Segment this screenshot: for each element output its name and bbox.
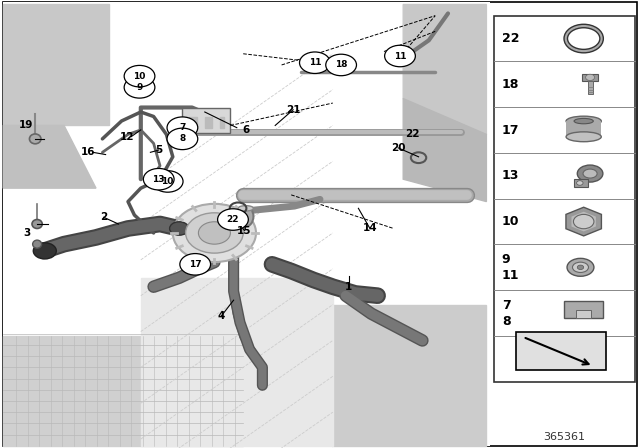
Circle shape	[573, 215, 594, 229]
Text: 7: 7	[179, 123, 186, 132]
Ellipse shape	[567, 258, 594, 276]
Text: 22: 22	[502, 32, 519, 45]
Ellipse shape	[566, 132, 602, 142]
Polygon shape	[333, 305, 486, 446]
Bar	[189, 117, 197, 128]
Ellipse shape	[566, 116, 602, 126]
Text: 5: 5	[155, 145, 163, 155]
Circle shape	[326, 54, 356, 76]
FancyBboxPatch shape	[516, 332, 606, 370]
Ellipse shape	[33, 240, 42, 248]
Ellipse shape	[238, 206, 253, 211]
Circle shape	[180, 254, 211, 275]
Bar	[576, 310, 591, 318]
Circle shape	[385, 45, 415, 67]
Text: 10: 10	[502, 215, 519, 228]
Text: 6: 6	[243, 125, 250, 135]
Ellipse shape	[238, 206, 253, 227]
Text: 16: 16	[81, 147, 95, 157]
Bar	[582, 74, 598, 81]
FancyBboxPatch shape	[3, 2, 490, 446]
Polygon shape	[572, 212, 596, 232]
Bar	[566, 121, 602, 137]
Circle shape	[170, 222, 189, 235]
Text: 20: 20	[391, 143, 405, 153]
Text: 22: 22	[406, 129, 420, 139]
Polygon shape	[3, 336, 243, 446]
Ellipse shape	[577, 165, 603, 182]
Circle shape	[586, 74, 595, 81]
FancyBboxPatch shape	[182, 108, 230, 133]
Text: 11: 11	[502, 269, 519, 282]
Circle shape	[167, 128, 198, 150]
Text: 2: 2	[100, 212, 108, 222]
Circle shape	[577, 181, 583, 185]
Polygon shape	[403, 4, 486, 134]
Bar	[564, 301, 603, 318]
Text: 8: 8	[502, 314, 510, 327]
Text: 365361: 365361	[543, 432, 586, 442]
Bar	[574, 179, 588, 187]
Text: 10: 10	[133, 72, 146, 81]
Ellipse shape	[583, 169, 597, 178]
Ellipse shape	[577, 265, 584, 270]
Ellipse shape	[573, 262, 589, 272]
Text: 19: 19	[19, 121, 33, 130]
Text: 13: 13	[502, 169, 519, 182]
Text: 7: 7	[502, 298, 511, 311]
Circle shape	[143, 168, 174, 190]
Text: 18: 18	[335, 60, 348, 69]
Ellipse shape	[32, 220, 42, 228]
Text: 9: 9	[502, 253, 510, 266]
Bar	[588, 81, 593, 94]
Text: 4: 4	[218, 311, 225, 321]
Polygon shape	[141, 278, 333, 446]
Text: 22: 22	[227, 215, 239, 224]
Text: 18: 18	[502, 78, 519, 91]
Text: 12: 12	[120, 132, 134, 142]
Polygon shape	[3, 125, 96, 188]
Text: 17: 17	[502, 124, 519, 137]
Text: 17: 17	[189, 260, 202, 269]
Bar	[220, 117, 224, 128]
Polygon shape	[566, 207, 602, 236]
Text: 10: 10	[161, 177, 174, 186]
Text: 9: 9	[136, 83, 143, 92]
Circle shape	[152, 171, 183, 192]
FancyBboxPatch shape	[494, 16, 635, 382]
Text: 11: 11	[308, 58, 321, 67]
Text: 3: 3	[23, 228, 31, 238]
Text: 13: 13	[152, 175, 165, 184]
Polygon shape	[403, 99, 486, 202]
Text: 1: 1	[345, 282, 353, 292]
FancyBboxPatch shape	[3, 2, 637, 446]
Circle shape	[186, 213, 243, 253]
Ellipse shape	[29, 134, 41, 144]
Circle shape	[167, 117, 198, 138]
Circle shape	[300, 52, 330, 73]
Text: 8: 8	[179, 134, 186, 143]
Text: 21: 21	[286, 105, 300, 115]
Ellipse shape	[574, 118, 593, 124]
Circle shape	[124, 77, 155, 98]
Circle shape	[173, 204, 256, 262]
Text: 15: 15	[237, 226, 252, 236]
Circle shape	[218, 209, 248, 230]
Polygon shape	[3, 4, 109, 125]
Text: 14: 14	[363, 224, 377, 233]
Circle shape	[124, 65, 155, 87]
Circle shape	[33, 243, 56, 259]
Bar	[205, 117, 212, 128]
Text: 11: 11	[394, 52, 406, 60]
Circle shape	[198, 222, 230, 244]
